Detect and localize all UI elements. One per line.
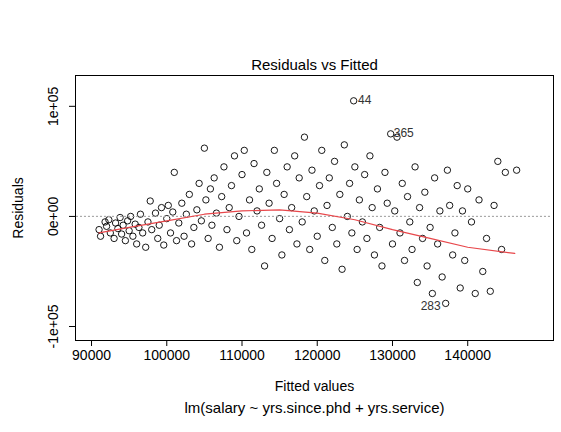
svg-text:Residuals: Residuals bbox=[10, 177, 26, 238]
svg-text:Residuals vs Fitted: Residuals vs Fitted bbox=[251, 56, 378, 73]
svg-text:Fitted values: Fitted values bbox=[275, 378, 354, 394]
svg-text:0e+00: 0e+00 bbox=[45, 197, 61, 237]
svg-text:44: 44 bbox=[358, 93, 372, 107]
svg-text:283: 283 bbox=[421, 299, 441, 313]
svg-text:120000: 120000 bbox=[294, 347, 341, 363]
svg-text:110000: 110000 bbox=[219, 347, 265, 363]
svg-text:-1e+05: -1e+05 bbox=[45, 304, 61, 348]
svg-text:100000: 100000 bbox=[143, 347, 190, 363]
svg-text:90000: 90000 bbox=[72, 347, 111, 363]
svg-text:140000: 140000 bbox=[444, 347, 491, 363]
svg-text:365: 365 bbox=[394, 126, 414, 140]
svg-text:1e+05: 1e+05 bbox=[45, 86, 61, 126]
svg-text:lm(salary ~ yrs.since.phd + yr: lm(salary ~ yrs.since.phd + yrs.service) bbox=[184, 399, 444, 416]
svg-text:130000: 130000 bbox=[369, 347, 416, 363]
